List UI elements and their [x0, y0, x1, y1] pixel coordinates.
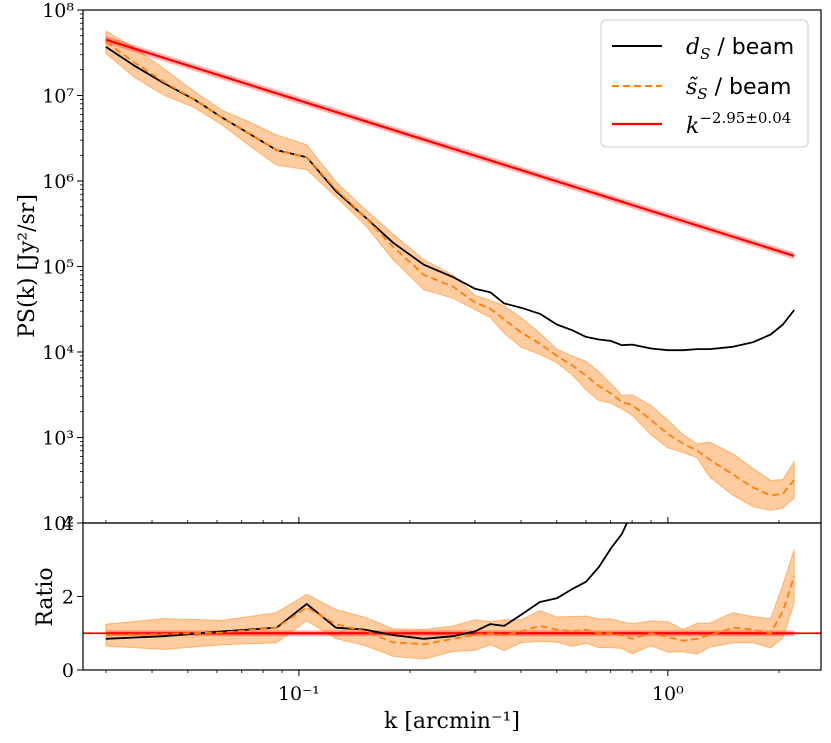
bottom-panel: 0 2 4 10⁻¹ 10⁰ Ratio k [arcmin⁻¹]: [33, 513, 822, 734]
top-y-tick-label: 10⁶: [42, 171, 74, 193]
top-y-tick-label: 10⁷: [42, 86, 74, 108]
top-y-tick-label: 10⁵: [42, 257, 74, 279]
bottom-ss-uncertainty-band: [105, 549, 795, 660]
bottom-y-tick-label: 2: [62, 587, 74, 609]
bottom-uncertainty-bands: [105, 549, 795, 660]
legend-box: [600, 19, 809, 148]
bottom-x-tick-label: 10⁻¹: [278, 683, 320, 705]
bottom-y-ticks: 0 2 4: [62, 513, 83, 682]
legend: dS / beam s̃S / beam k−2.95±0.04: [600, 19, 809, 148]
bottom-y-tick-label: 0: [62, 660, 74, 682]
top-y-tick-label: 10⁴: [42, 342, 74, 364]
top-x-ticks: [105, 517, 780, 523]
top-y-ticks: 10² 10³ 10⁴ 10⁵ 10⁶ 10⁷ 10⁸: [42, 0, 83, 535]
x-axis-label: k [arcmin⁻¹]: [384, 709, 520, 734]
bottom-x-tick-label: 10⁰: [652, 683, 684, 705]
top-k--line: [105, 38, 795, 257]
bottom-d-s-ratio-line: [105, 523, 628, 640]
bottom-x-ticks: 10⁻¹ 10⁰: [105, 670, 780, 705]
top-s-s-beam-line: [105, 41, 795, 497]
legend-entry-ds: dS / beam: [686, 35, 794, 63]
top-panel: 10² 10³ 10⁴ 10⁵ 10⁶ 10⁷ 10⁸ PS(k) [Jy²/sr] dS …: [15, 0, 822, 535]
legend-entry-ss: s̃S / beam: [686, 75, 791, 103]
top-y-tick-label: 10²: [42, 513, 74, 535]
top-y-axis-label: PS(k) [Jy²/sr]: [15, 194, 40, 338]
bottom-series-lines: [83, 523, 821, 646]
bottom-plot-frame: [82, 522, 822, 671]
bottom-y-axis-label: Ratio: [33, 567, 58, 626]
top-y-tick-label: 10³: [42, 428, 74, 450]
legend-entry-fit: k−2.95±0.04: [686, 109, 791, 139]
top-series-lines: [105, 38, 795, 497]
bottom-s-s-ratio-line: [105, 576, 796, 646]
top-y-tick-label: 10⁸: [42, 0, 74, 22]
bottom-y-tick-label: 4: [62, 513, 74, 535]
